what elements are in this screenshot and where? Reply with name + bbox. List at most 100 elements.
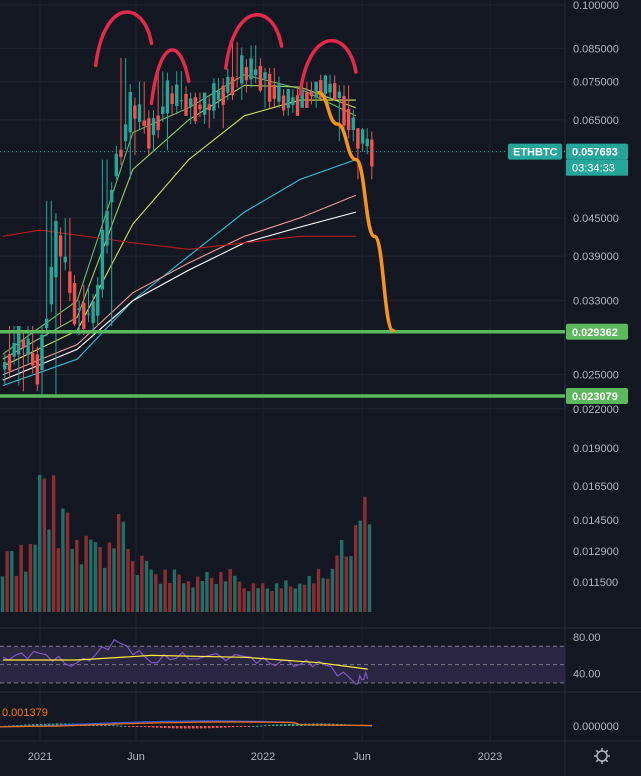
- volume-bar: [168, 582, 172, 612]
- time-axis[interactable]: 2021 Jun 2022 Jun 2023: [28, 751, 502, 763]
- candle-body: [281, 95, 286, 111]
- volume-bar: [112, 548, 116, 612]
- volume-bar: [75, 539, 79, 612]
- gear-icon[interactable]: [596, 750, 608, 762]
- support-lower-tag-text: 0.023079: [572, 391, 618, 403]
- macd-histogram-bar: [296, 723, 299, 726]
- candle-body: [286, 88, 290, 109]
- candle-body: [235, 78, 239, 80]
- candlesticks: [3, 42, 374, 397]
- candle-body: [147, 118, 151, 149]
- candle-body: [165, 80, 170, 114]
- candle-body: [230, 77, 235, 96]
- candle-body: [17, 326, 21, 355]
- volume-bar: [93, 542, 98, 612]
- volume-bar: [172, 569, 177, 612]
- price-tags: 0.057693 03:34:33 0.029362 0.023079 ETHBTC: [508, 143, 628, 404]
- volume-bar: [209, 577, 214, 612]
- candle-body: [31, 352, 35, 366]
- settings-gear-icon[interactable]: [594, 748, 610, 764]
- annotations: [0, 10, 565, 398]
- candle-body: [40, 334, 44, 371]
- rsi-line: [2, 638, 369, 685]
- candle-body: [342, 96, 346, 126]
- volume-bar: [358, 520, 362, 612]
- volume-bar: [121, 521, 126, 612]
- macd-histogram-bar: [236, 726, 239, 727]
- macd-histogram-bar: [28, 724, 31, 726]
- macd-histogram-bar: [140, 726, 143, 727]
- volume-bar: [5, 551, 9, 612]
- volume-bar: [98, 547, 102, 612]
- volume-bar: [182, 583, 186, 612]
- volume-bar: [126, 549, 130, 612]
- volume-bar: [330, 568, 335, 612]
- volume-bar: [265, 588, 270, 612]
- head-shoulders-arc: [149, 48, 191, 106]
- macd-histogram-bar: [16, 725, 19, 727]
- current-price-tag-bg: [566, 143, 628, 160]
- candle-body: [193, 97, 198, 122]
- candle-body: [291, 97, 295, 105]
- macd-histogram-bar: [104, 724, 107, 726]
- candle-body: [3, 361, 7, 370]
- macd-histogram-bar: [172, 726, 175, 729]
- macd-histogram-bar: [288, 724, 291, 726]
- price-tick-label: 0.019000: [573, 443, 619, 455]
- macd-histogram-bar: [212, 726, 215, 729]
- macd-histogram-bar: [164, 726, 167, 729]
- price-tick-label: 0.033000: [573, 296, 619, 308]
- volume-bar: [56, 548, 60, 612]
- volume-bar: [335, 555, 339, 612]
- macd-histogram-bar: [276, 724, 279, 726]
- price-axis[interactable]: 0.100000 0.085000 0.075000 0.065000 0.045000…: [573, 0, 619, 733]
- volume-bar: [38, 474, 42, 612]
- candle-body: [346, 108, 351, 131]
- candle-body: [328, 83, 332, 93]
- volume-bar: [326, 578, 330, 612]
- candle-body: [332, 83, 337, 101]
- candle-body: [244, 67, 249, 81]
- rsi-ma-line: [2, 654, 368, 670]
- candle-body: [35, 354, 40, 385]
- candle-body: [305, 92, 309, 108]
- macd-histogram-bar: [184, 726, 187, 729]
- candle-body: [370, 139, 374, 167]
- candle-body: [267, 73, 272, 102]
- volume-bar: [149, 569, 153, 612]
- volume-bar: [158, 583, 163, 612]
- macd-histogram-bar: [152, 726, 155, 728]
- volume-bar: [261, 583, 265, 612]
- macd-histogram-bar: [132, 726, 135, 727]
- candle-body: [105, 210, 109, 246]
- head-shoulders-arc: [298, 38, 358, 96]
- volume-bar: [154, 574, 158, 612]
- time-tick-label: 2022: [251, 751, 275, 763]
- volume-bar: [0, 576, 5, 612]
- candle-body: [249, 58, 253, 80]
- macd-tick-label: 0.000000: [573, 721, 619, 733]
- candle-body: [123, 124, 128, 142]
- macd-histogram-bar: [208, 726, 211, 729]
- volume-bar: [19, 544, 23, 612]
- candle-body: [119, 149, 123, 157]
- volume-bar: [177, 574, 181, 612]
- macd-histogram-bar: [196, 726, 199, 729]
- macd-histogram-bar: [240, 726, 243, 727]
- macd-histogram-bar: [120, 725, 123, 727]
- volume-bar: [107, 542, 112, 612]
- candle-body: [54, 221, 58, 278]
- candle-body: [26, 338, 30, 356]
- macd-histogram-bar: [124, 725, 127, 727]
- candle-body: [254, 69, 258, 76]
- volume-bar: [321, 578, 325, 612]
- candle-body: [82, 302, 86, 330]
- candle-body: [295, 95, 300, 116]
- candle-body: [161, 106, 165, 114]
- macd-histogram-bar: [20, 724, 23, 726]
- volume-bar: [28, 544, 33, 612]
- symbol-tag-bg[interactable]: [508, 143, 562, 160]
- symbol-tag-text[interactable]: ETHBTC: [513, 147, 558, 159]
